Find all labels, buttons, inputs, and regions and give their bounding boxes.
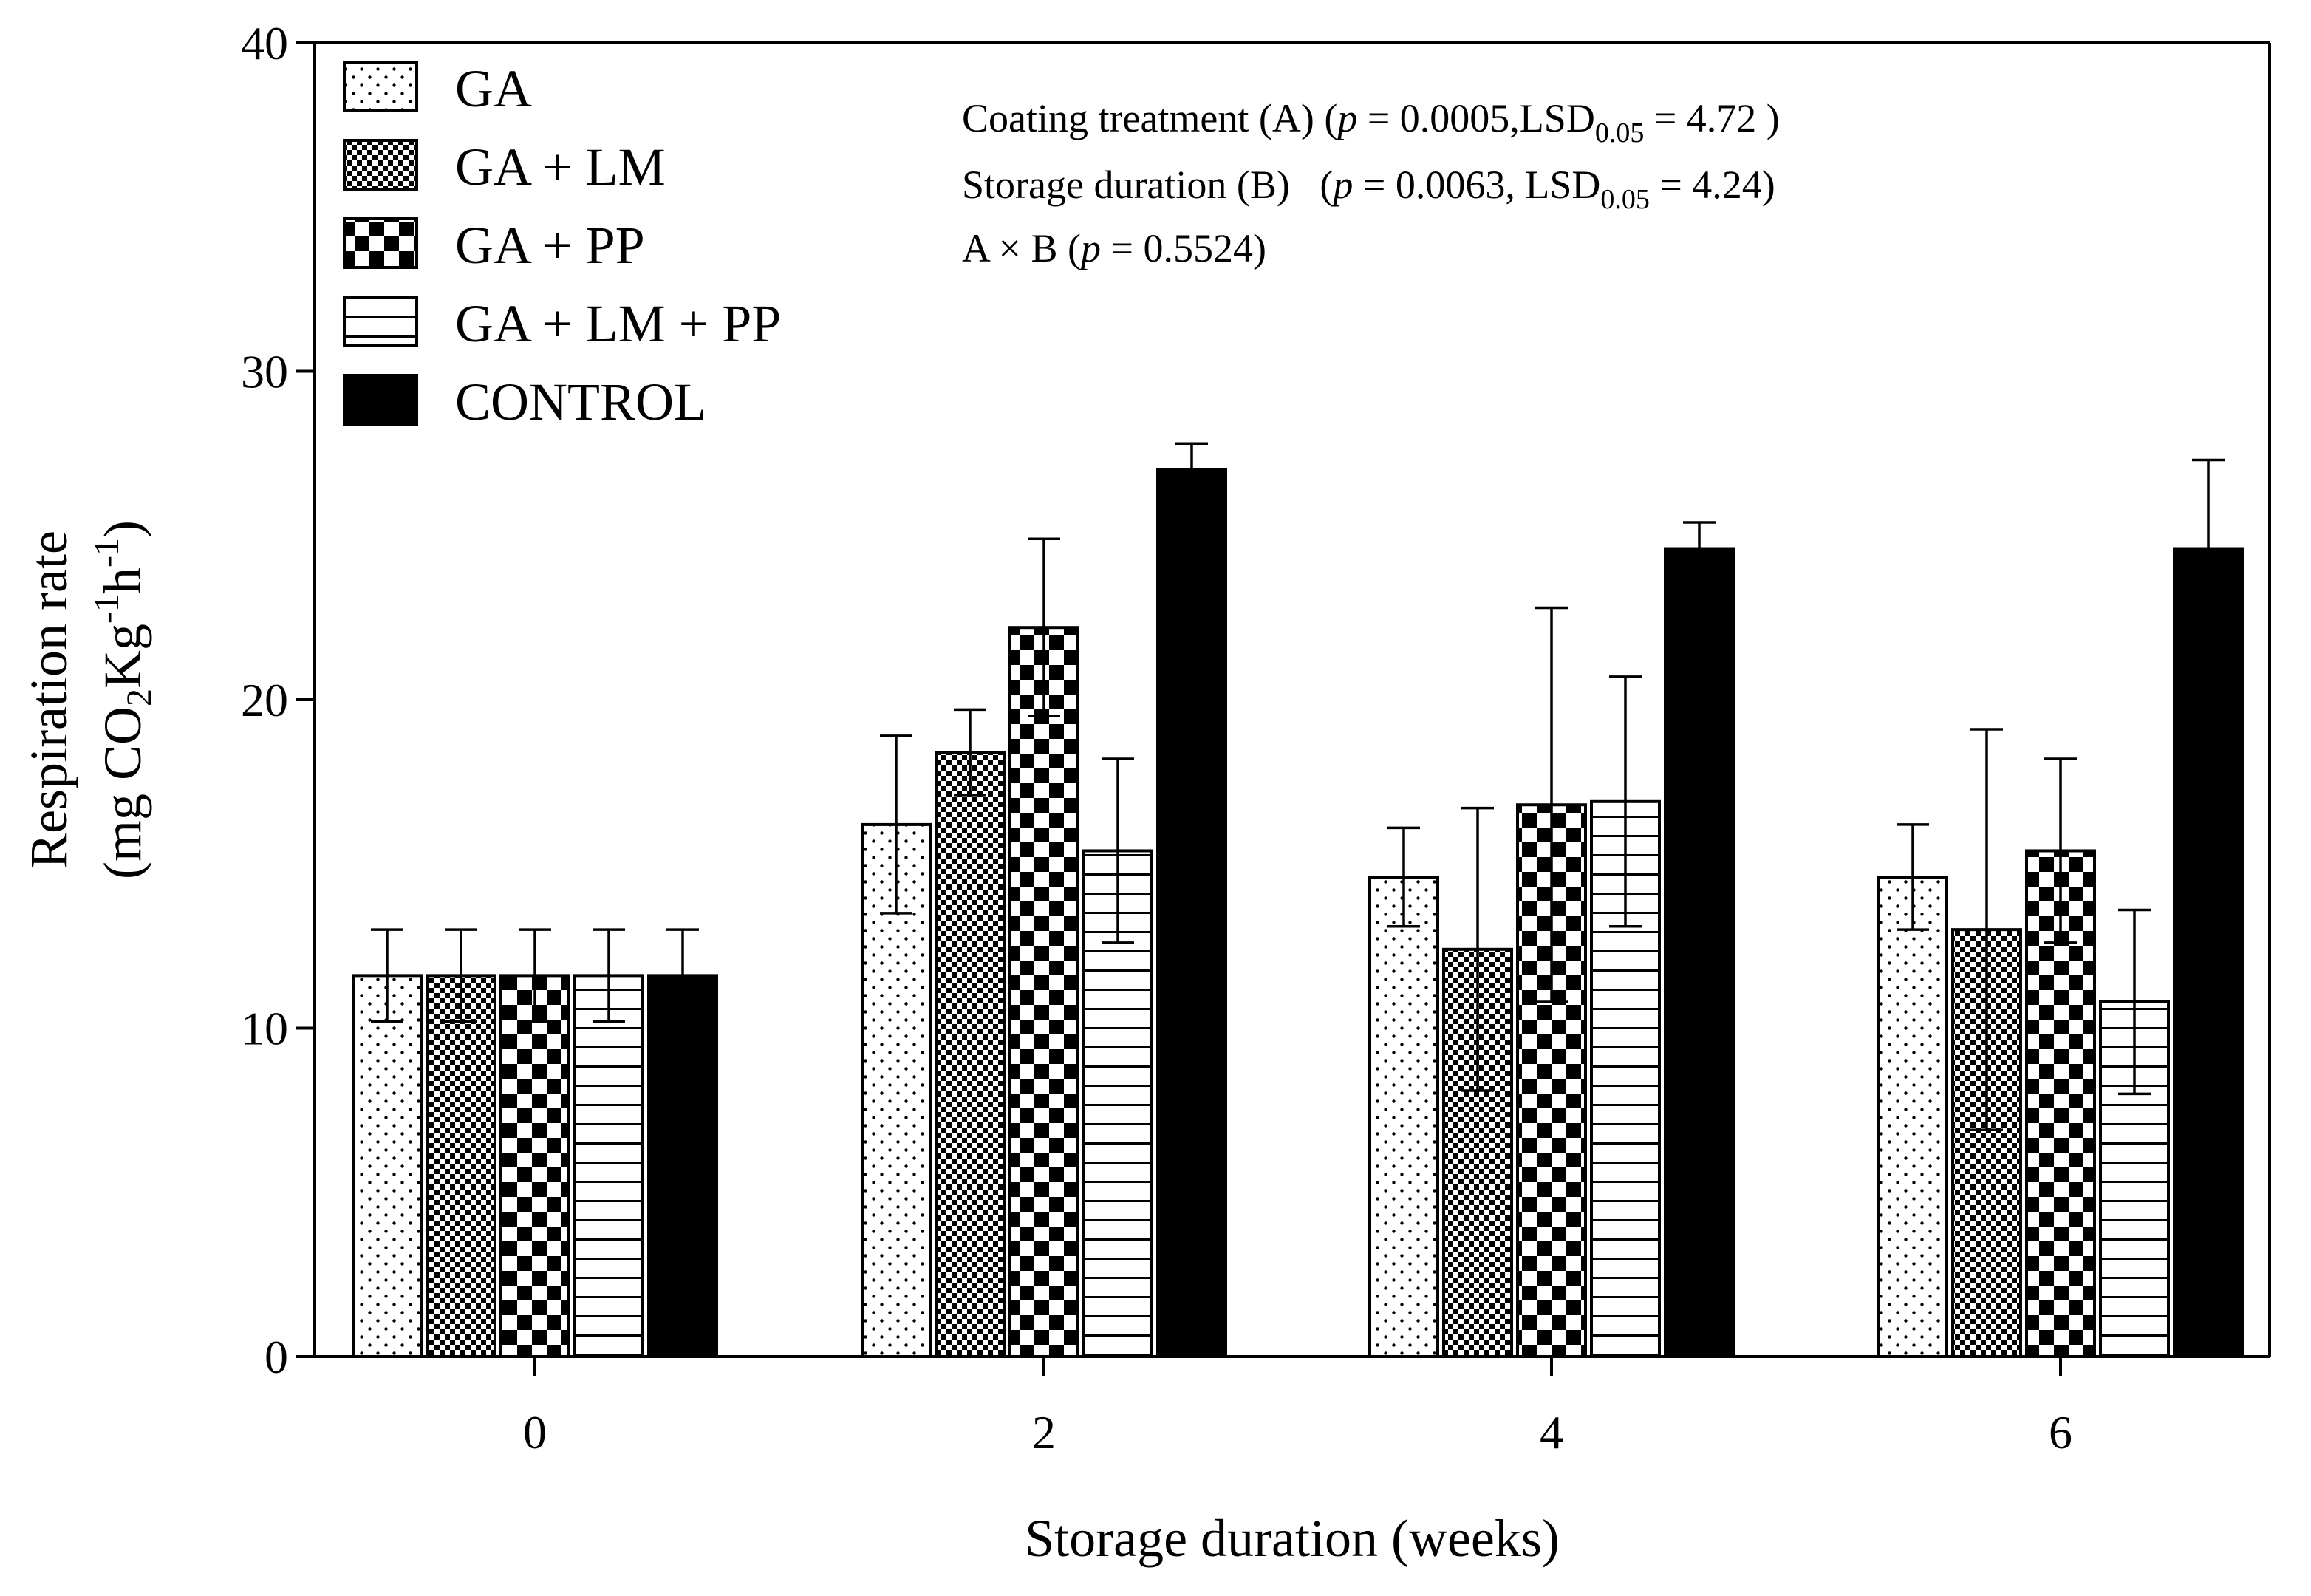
error-bar [371,928,403,1023]
stats-annotation: Coating treatment (A) (p = 0.0005,LSD0.0… [962,96,1780,270]
annotation-storage-duration: Storage duration (B) (p = 0.0063, LSD0.0… [962,163,1775,215]
error-bar [1535,606,1568,1003]
x-tick-label: 4 [1540,1406,1563,1459]
error-bar [1175,442,1208,498]
error-bar [1897,823,1929,931]
error-bar [1102,757,1134,944]
legend-item: GA + PP [343,216,645,275]
y-tick-label: 40 [241,17,288,69]
error-bar [445,928,477,1023]
error-bar [1387,826,1420,928]
x-tick-label: 6 [2049,1406,2072,1459]
bars [352,468,2244,1359]
error-bars [371,442,2225,1132]
error-bar [593,928,625,1023]
bar [2173,547,2244,1358]
legend-swatch [343,374,418,426]
legend-item: CONTROL [343,372,706,432]
legend-swatch [343,61,418,112]
legend-item: GA [343,59,532,118]
y-ticks: 0 10 20 30 40 [241,17,315,1383]
error-bar [1683,521,1716,576]
x-axis-title: Storage duration (weeks) [1025,1509,1560,1568]
bar [1082,849,1153,1358]
annotation-coating-treatment: Coating treatment (A) (p = 0.0005,LSD0.0… [962,96,1780,149]
error-bar [1028,537,1060,717]
error-bar [880,734,912,915]
error-bar [954,708,986,797]
legend-label: CONTROL [455,372,706,432]
bar [1877,876,1948,1358]
error-bar [2044,757,2077,944]
bar [935,751,1006,1358]
error-bar [1609,675,1642,928]
legend-label: GA + LM [455,137,666,197]
error-bar [1970,728,2003,1132]
legend-label: GA + LM + PP [455,294,781,353]
bar [352,974,423,1358]
y-axis-title-line1: Respiration rate [19,531,78,869]
bar [1368,876,1439,1358]
x-tick-label: 2 [1032,1406,1056,1459]
bar [499,974,570,1358]
legend-swatch [343,139,418,191]
bar [1156,468,1227,1358]
bar [1664,547,1735,1358]
error-bar [519,928,551,1023]
y-tick-label: 0 [264,1331,288,1383]
bar [647,974,718,1358]
x-tick-label: 0 [523,1406,547,1459]
y-axis-title: Respiration rate (mg CO2Kg-1h-1) [19,520,159,879]
bar [1008,626,1079,1358]
x-ticks: 0 2 4 6 [523,1357,2072,1459]
error-bar [2118,908,2151,1096]
legend-label: GA + PP [455,216,645,275]
bar [1442,947,1513,1358]
legend-item: GA + LM + PP [343,294,781,353]
legend: GA GA + LM GA + PP GA + LM + PP CONTROL [343,59,781,432]
y-tick-label: 30 [241,346,288,398]
error-bar [2192,458,2225,639]
error-bar [666,928,699,1023]
legend-label: GA [455,59,532,118]
y-tick-label: 10 [241,1003,288,1055]
legend-swatch [343,296,418,347]
annotation-interaction: A × B (p = 0.5524) [962,226,1266,270]
bar [573,974,644,1358]
error-bar [1461,806,1494,1092]
legend-item: GA + LM [343,137,666,197]
y-axis-title-line2: (mg CO2Kg-1h-1) [87,520,159,879]
bar [861,822,932,1359]
legend-swatch [343,217,418,269]
bar [426,974,496,1358]
y-tick-label: 20 [241,674,288,726]
